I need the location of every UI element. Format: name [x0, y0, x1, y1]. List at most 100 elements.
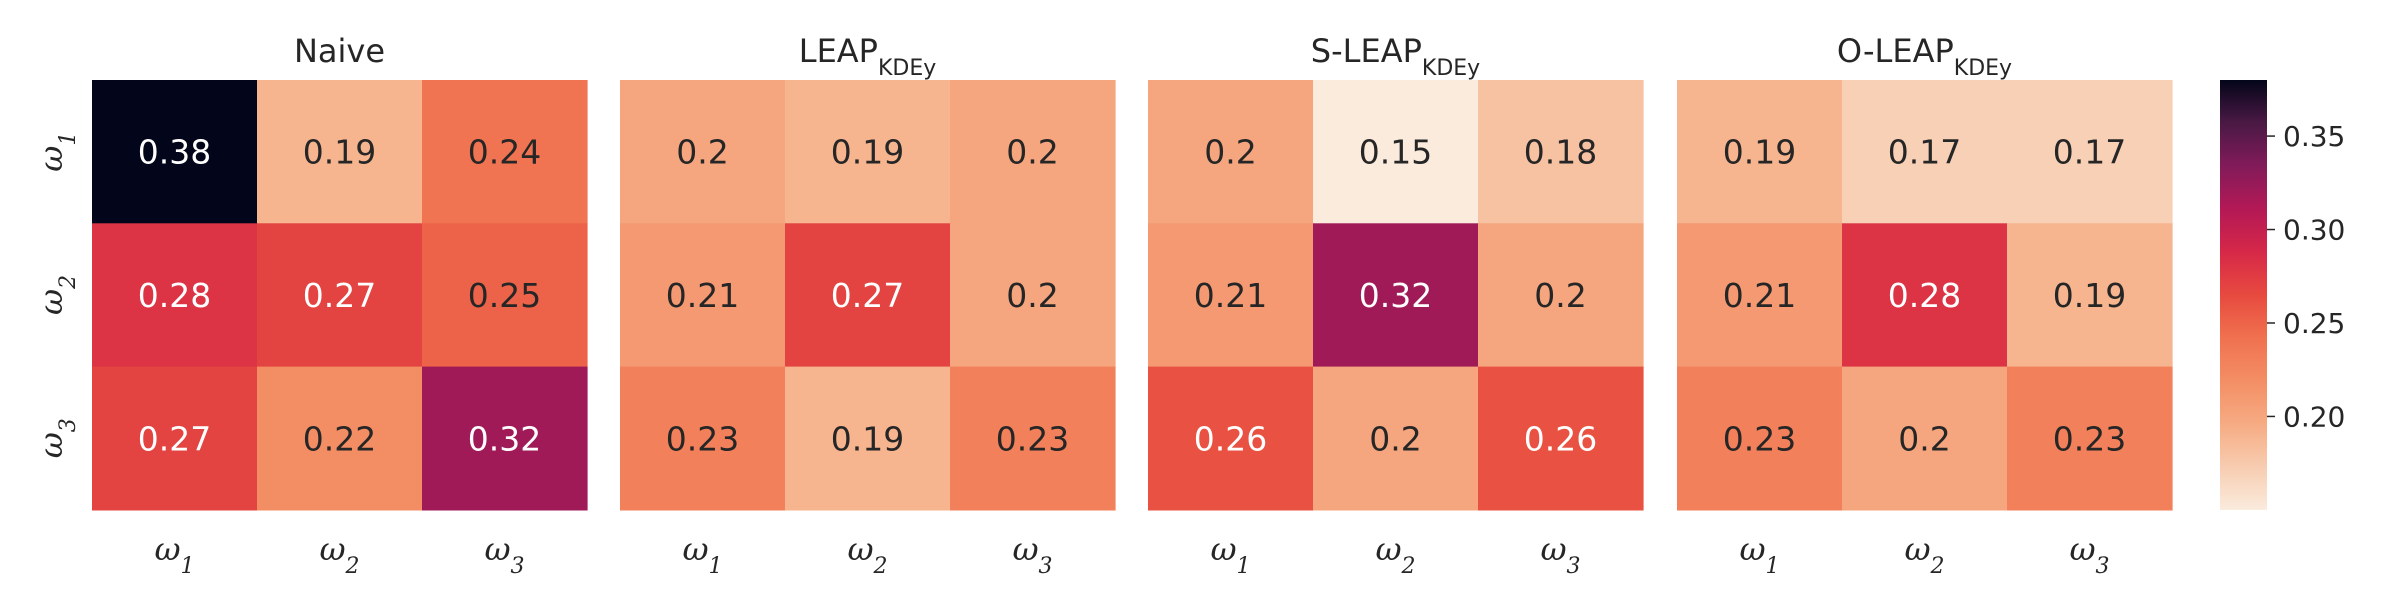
panel-title: O-LEAPKDEy [1837, 32, 2012, 81]
y-tick-label: ω1 [32, 132, 81, 172]
heatmap-cell [1313, 366, 1479, 511]
colorbar-tick-label: 0.30 [2283, 214, 2345, 247]
panel-title: LEAPKDEy [799, 32, 937, 81]
heatmap-panel: LEAPKDEy 0.2 0.19 0.2 0.21 0.27 0.2 0.23 0.19 0.2… [620, 32, 1116, 579]
cell-value-label: 0.2 [1006, 133, 1058, 172]
cell-value-label: 0.28 [1888, 276, 1961, 315]
heatmap-cell [1842, 366, 2008, 511]
heatmap-cell [2007, 366, 2173, 511]
heatmap-cell [785, 223, 951, 368]
heatmap-cell [1148, 366, 1314, 511]
cell-value-label: 0.22 [303, 419, 376, 458]
heatmap-cell [950, 80, 1116, 224]
heatmap-cell [785, 80, 951, 224]
cell-value-label: 0.21 [1194, 276, 1267, 315]
cell-value-label: 0.17 [2053, 133, 2126, 172]
colorbar [2220, 80, 2267, 510]
heatmap-cell [1677, 366, 1843, 511]
heatmap-cell [92, 223, 258, 368]
cell-value-label: 0.23 [1723, 419, 1796, 458]
heatmap-cell [257, 223, 423, 368]
heatmap-cell [1842, 223, 2008, 368]
heatmap-cell [1677, 223, 1843, 368]
cell-value-label: 0.2 [676, 133, 728, 172]
heatmap-cell [422, 223, 588, 368]
heatmap-cell [1478, 80, 1644, 224]
cell-value-label: 0.27 [831, 276, 904, 315]
cell-value-label: 0.32 [1359, 276, 1432, 315]
heatmap-cell [785, 366, 951, 511]
x-tick-label: ω2 [847, 530, 887, 579]
heatmap-cell [950, 223, 1116, 368]
heatmap-cell [1478, 366, 1644, 511]
panel-title: Naive [294, 32, 385, 70]
heatmap-cell [1148, 80, 1314, 224]
cell-value-label: 0.23 [2053, 419, 2126, 458]
x-tick-label: ω2 [1904, 530, 1944, 579]
cell-value-label: 0.23 [996, 419, 1069, 458]
x-tick-label: ω1 [682, 530, 722, 579]
cell-value-label: 0.23 [666, 419, 739, 458]
heatmap-cell [2007, 80, 2173, 224]
cell-value-label: 0.2 [1898, 419, 1950, 458]
x-tick-label: ω1 [154, 530, 194, 579]
y-tick-label: ω2 [32, 275, 81, 315]
x-tick-label: ω3 [2069, 530, 2109, 579]
heatmap-cell [92, 80, 258, 224]
cell-value-label: 0.38 [138, 133, 211, 172]
x-tick-label: ω3 [1540, 530, 1580, 579]
cell-value-label: 0.19 [2053, 276, 2126, 315]
colorbar-tick-label: 0.35 [2283, 120, 2345, 153]
cell-value-label: 0.2 [1204, 133, 1256, 172]
heatmap-panel: S-LEAPKDEy 0.2 0.15 0.18 0.21 0.32 0.2 0.26 0.2 0… [1148, 32, 1644, 579]
cell-value-label: 0.2 [1369, 419, 1421, 458]
cell-value-label: 0.18 [1524, 133, 1597, 172]
heatmap-cell [620, 80, 786, 224]
x-tick-label: ω1 [1210, 530, 1250, 579]
panel-title: S-LEAPKDEy [1311, 32, 1480, 81]
cell-value-label: 0.2 [1006, 276, 1058, 315]
cell-value-label: 0.19 [303, 133, 376, 172]
heatmap-cell [950, 366, 1116, 511]
cell-value-label: 0.15 [1359, 133, 1432, 172]
heatmap-cell [422, 366, 588, 511]
cell-value-label: 0.21 [1723, 276, 1796, 315]
x-tick-label: ω1 [1739, 530, 1779, 579]
cell-value-label: 0.19 [831, 133, 904, 172]
heatmap-cell [1677, 80, 1843, 224]
cell-value-label: 0.28 [138, 276, 211, 315]
heatmap-cell [2007, 223, 2173, 368]
heatmap-cell [422, 80, 588, 224]
heatmap-cell [1313, 80, 1479, 224]
x-tick-label: ω3 [1012, 530, 1052, 579]
cell-value-label: 0.25 [468, 276, 541, 315]
heatmap-cell [1148, 223, 1314, 368]
y-tick-label: ω3 [32, 418, 81, 458]
cell-value-label: 0.21 [666, 276, 739, 315]
heatmap-cell [620, 366, 786, 511]
x-tick-label: ω2 [1375, 530, 1415, 579]
heatmap-cell [1478, 223, 1644, 368]
heatmap-cell [257, 80, 423, 224]
heatmap-cell [92, 366, 258, 511]
cell-value-label: 0.26 [1524, 419, 1597, 458]
colorbar-tick-label: 0.25 [2283, 307, 2345, 340]
heatmap-cell [1842, 80, 2008, 224]
heatmap-cell [1313, 223, 1479, 368]
heatmap-panel: Naive 0.38 0.19 0.24 0.28 0.27 0.25 0.27 0.22 0.3… [92, 32, 588, 579]
colorbar-tick-label: 0.20 [2283, 400, 2345, 433]
x-tick-label: ω3 [484, 530, 524, 579]
cell-value-label: 0.17 [1888, 133, 1961, 172]
heatmap-cell [620, 223, 786, 368]
heatmap-cell [257, 366, 423, 511]
cell-value-label: 0.19 [1723, 133, 1796, 172]
heatmap-panel: O-LEAPKDEy 0.19 0.17 0.17 0.21 0.28 0.19 0.23 0.… [1677, 32, 2173, 579]
cell-value-label: 0.32 [468, 419, 541, 458]
cell-value-label: 0.2 [1534, 276, 1586, 315]
cell-value-label: 0.27 [138, 419, 211, 458]
y-axis-ticks: ω1 ω2 ω3 [32, 132, 81, 459]
x-tick-label: ω2 [319, 530, 359, 579]
cell-value-label: 0.19 [831, 419, 904, 458]
cell-value-label: 0.24 [468, 133, 541, 172]
